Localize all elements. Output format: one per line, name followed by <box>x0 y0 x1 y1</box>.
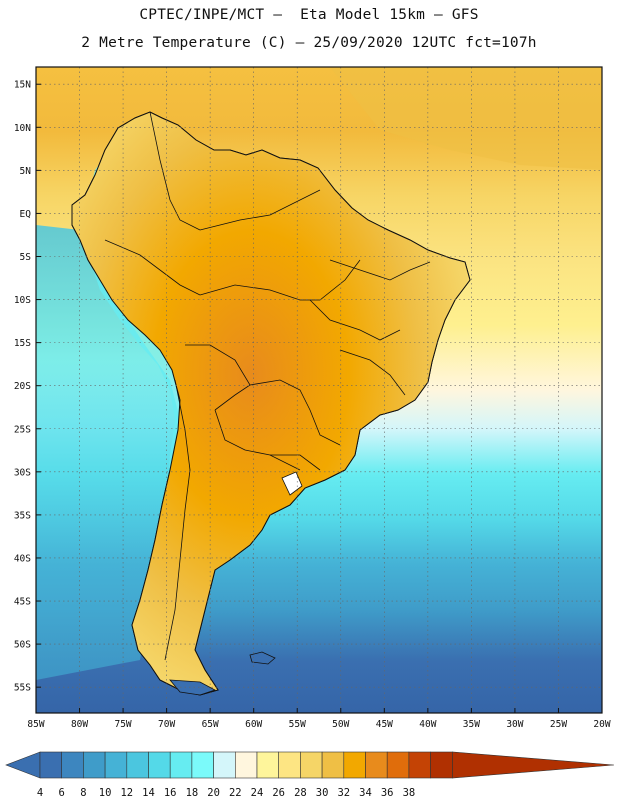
colorbar-swatch <box>408 751 431 779</box>
colorbar-label: 28 <box>294 787 307 799</box>
colorbar-swatch <box>148 751 171 779</box>
colorbar-swatch <box>104 751 128 779</box>
colorbar-swatch <box>235 751 258 779</box>
chart-subtitle: 2 Metre Temperature (C) – 25/09/2020 12U… <box>81 35 537 51</box>
lat-tick-label: 5N <box>20 166 32 177</box>
colorbar-label: 32 <box>337 787 350 799</box>
lon-tick-label: 60W <box>245 719 262 730</box>
lon-tick-label: 20W <box>593 719 610 730</box>
colorbar-swatch <box>39 751 63 779</box>
falkland-islands <box>249 651 276 665</box>
colorbar-swatch <box>169 751 193 779</box>
lon-tick-label: 50W <box>332 719 349 730</box>
colorbar-label: 30 <box>316 787 329 799</box>
colorbar-label: 6 <box>59 787 65 799</box>
lon-tick-label: 85W <box>27 719 44 730</box>
colorbar-swatch <box>213 751 236 779</box>
lat-tick-label: 10N <box>14 123 31 134</box>
lat-tick-label: 50S <box>14 640 31 651</box>
lon-tick-label: 65W <box>202 719 219 730</box>
colorbar-swatch <box>278 751 301 779</box>
lon-tick-label: 35W <box>463 719 480 730</box>
colorbar-swatch <box>365 751 388 779</box>
lon-tick-label: 45W <box>376 719 393 730</box>
country-borders <box>104 111 431 661</box>
colorbar-swatch <box>191 751 214 779</box>
lon-tick-label: 30W <box>506 719 523 730</box>
colorbar-label: 4 <box>37 787 43 799</box>
colorbar-high-arrow <box>451 751 615 779</box>
lat-tick-label: 25S <box>14 424 31 435</box>
colorbar-swatch <box>61 751 84 779</box>
colorbar-low-arrow <box>5 751 41 779</box>
lon-tick-label: 55W <box>289 719 306 730</box>
lat-tick-label: 20S <box>14 381 31 392</box>
colorbar-label: 8 <box>80 787 86 799</box>
lat-tick-label: 30S <box>14 467 31 478</box>
lat-tick-label: 15N <box>14 80 31 91</box>
lat-tick-label: EQ <box>20 209 32 220</box>
colorbar-label: 34 <box>359 787 372 799</box>
colorbar-label: 38 <box>403 787 416 799</box>
colorbar-label: 10 <box>99 787 112 799</box>
map-frame <box>35 66 603 714</box>
latitude-labels: 15N 10N 5N EQ 5S 10S 15S 20S 25S 30S 35S 40S 45S 50S 5… <box>14 80 41 694</box>
colorbar-label: 24 <box>251 787 264 799</box>
chart-title: CPTEC/INPE/MCT – Eta Model 15km – GFS <box>139 7 479 23</box>
tierra-del-fuego <box>169 679 217 696</box>
longitude-labels: 85W 80W 75W 70W 65W 60W 55W 50W 45W 40W 35W 30W 25W 2… <box>27 708 611 730</box>
colorbar-swatch <box>343 751 366 779</box>
lat-tick-label: 5S <box>20 252 32 263</box>
north-atlantic-warm <box>330 67 602 170</box>
colorbar-label: 22 <box>229 787 242 799</box>
lon-tick-label: 75W <box>114 719 131 730</box>
lat-tick-label: 35S <box>14 510 31 521</box>
lat-tick-label: 15S <box>14 338 31 349</box>
colorbar-label: 12 <box>120 787 133 799</box>
lon-tick-label: 80W <box>71 719 88 730</box>
lon-tick-label: 70W <box>158 719 175 730</box>
colorbar-label: 26 <box>272 787 285 799</box>
colorbar-label: 36 <box>381 787 394 799</box>
colorbar-swatch <box>256 751 280 779</box>
colorbar-label: 20 <box>207 787 220 799</box>
colorbar-label: 18 <box>186 787 199 799</box>
lon-tick-label: 25W <box>550 719 567 730</box>
lat-tick-label: 45S <box>14 597 31 608</box>
colorbar-swatch <box>321 751 345 779</box>
colorbar-swatch <box>126 751 149 779</box>
colorbar-label: 16 <box>164 787 177 799</box>
colorbar-swatch <box>83 751 106 779</box>
colorbar-label: 14 <box>142 787 155 799</box>
lon-tick-label: 40W <box>419 719 436 730</box>
colorbar-swatch <box>386 751 410 779</box>
lat-tick-label: 10S <box>14 295 31 306</box>
colorbar-swatch <box>300 751 323 779</box>
pacific-cool-water <box>36 225 180 680</box>
lat-tick-label: 40S <box>14 553 31 564</box>
lat-tick-label: 55S <box>14 683 31 694</box>
colorbar-swatch <box>430 751 453 779</box>
